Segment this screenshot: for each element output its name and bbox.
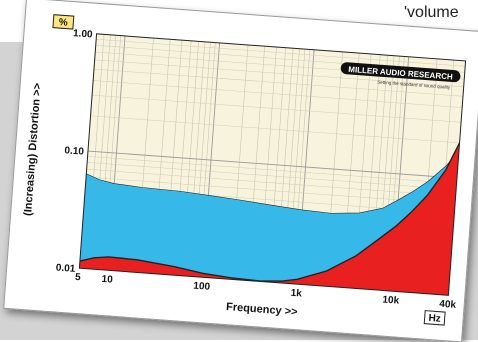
caption-snippet: 'volume xyxy=(404,4,459,21)
grid-line-horizontal xyxy=(87,150,458,179)
series-areas xyxy=(79,142,461,296)
y-unit-box: % xyxy=(52,14,75,30)
y-tick-label: 0.10 xyxy=(64,145,85,157)
x-unit-box: Hz xyxy=(423,310,446,326)
y-unit-label: % xyxy=(58,17,68,29)
series-area-1 xyxy=(79,142,460,296)
grid-line-horizontal xyxy=(93,68,464,97)
y-tick-label: 1.00 xyxy=(73,28,94,40)
grid-line-horizontal xyxy=(87,162,457,190)
x-axis-title: Frequency >> xyxy=(226,301,298,318)
grid-line-horizontal xyxy=(90,115,460,144)
x-tick-label: 40k xyxy=(439,299,457,311)
chart-card: 5 10 100 1k 10k 40k 0.01 0.10 1.00 % Hz Frequenc… xyxy=(3,0,478,342)
grid-line-horizontal xyxy=(86,168,456,197)
tick-labels: 5 10 100 1k 10k 40k 0.01 0.10 1.00 xyxy=(55,28,457,311)
grid-line-horizontal xyxy=(94,59,464,88)
grid-line-horizontal xyxy=(87,156,457,184)
x-tick-label: 1k xyxy=(290,288,302,300)
x-unit-label: Hz xyxy=(428,313,441,325)
distortion-chart: 5 10 100 1k 10k 40k 0.01 0.10 1.00 % Hz Frequenc… xyxy=(22,14,467,326)
y-tick-label: 0.01 xyxy=(55,262,76,274)
logo-tagline: Setting the standard of sound quality xyxy=(377,80,451,90)
x-tick-label: 5 xyxy=(75,272,82,283)
grid-line-horizontal xyxy=(93,80,463,108)
x-tick-label: 10 xyxy=(101,274,113,286)
x-tick-label: 100 xyxy=(193,281,211,293)
x-tick-label: 10k xyxy=(382,295,400,307)
series-line-0 xyxy=(86,150,460,214)
y-axis-title: (Increasing) Distortion >> xyxy=(22,83,44,217)
grid-line-horizontal xyxy=(86,176,456,205)
grid-line-horizontal xyxy=(92,94,462,123)
plot-frame xyxy=(78,33,467,296)
series-line-1 xyxy=(79,142,461,282)
grid-line-horizontal xyxy=(96,38,466,67)
